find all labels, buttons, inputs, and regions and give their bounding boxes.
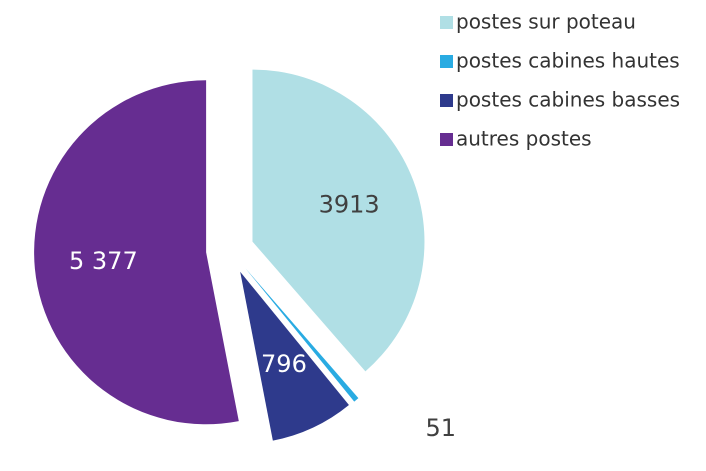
legend-text: postes sur poteau [456, 10, 636, 34]
value-label: 3913 [319, 190, 380, 218]
pie-slice [252, 69, 425, 372]
value-label: 5 377 [69, 247, 138, 275]
legend-text: postes cabines basses [456, 88, 680, 112]
legend-swatch [440, 16, 453, 29]
pie-slice [34, 80, 239, 425]
legend-swatch [440, 55, 453, 68]
legend-text: postes cabines hautes [456, 49, 680, 73]
pie-slice [245, 268, 359, 402]
legend-swatch [440, 133, 453, 146]
legend-text: autres postes [456, 127, 592, 151]
value-label: 796 [261, 350, 307, 378]
legend-swatch [440, 94, 453, 107]
pie-slice [240, 271, 349, 441]
value-label: 51 [425, 414, 456, 442]
